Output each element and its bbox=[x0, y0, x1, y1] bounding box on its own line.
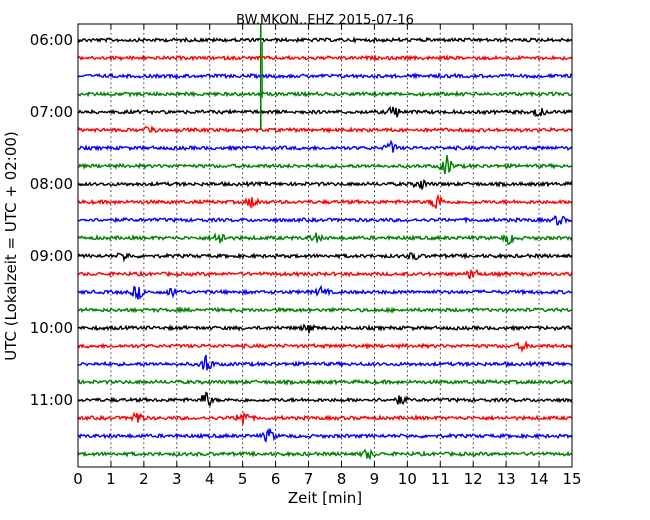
seismic-traces bbox=[77, 24, 573, 461]
seismic-trace-0930 bbox=[77, 284, 573, 300]
y-tick-label: 06:00 bbox=[30, 31, 73, 49]
x-tick-label: 6 bbox=[271, 470, 281, 488]
x-tick-label: 15 bbox=[562, 470, 581, 488]
seismic-trace-0730 bbox=[78, 139, 573, 153]
grid bbox=[110, 24, 540, 467]
x-tick-label: 1 bbox=[106, 470, 116, 488]
seismic-trace-0715 bbox=[77, 124, 573, 134]
x-tick-label: 2 bbox=[139, 470, 149, 488]
seismic-trace-1030 bbox=[77, 354, 572, 371]
x-tick-label: 5 bbox=[238, 470, 248, 488]
seismic-trace-0845 bbox=[77, 232, 573, 245]
x-tick-label: 0 bbox=[73, 470, 83, 488]
seismic-trace-1115 bbox=[77, 411, 573, 425]
x-tick-label: 9 bbox=[370, 470, 380, 488]
seismic-trace-1100 bbox=[77, 391, 573, 407]
seismic-trace-0600 bbox=[77, 35, 573, 44]
chart-title: BW.MKON..EHZ 2015-07-16 bbox=[236, 13, 414, 28]
x-tick-label: 7 bbox=[304, 470, 314, 488]
x-tick-label: 14 bbox=[530, 470, 549, 488]
plot-frame bbox=[77, 23, 573, 468]
y-tick-label: 11:00 bbox=[30, 391, 73, 409]
seismic-trace-0830 bbox=[77, 215, 573, 226]
seismic-trace-0630 bbox=[77, 72, 573, 80]
x-tick-label: 13 bbox=[497, 470, 516, 488]
seismic-trace-0645 bbox=[77, 90, 573, 98]
x-axis-label: Zeit [min] bbox=[288, 489, 362, 507]
x-tick-label: 11 bbox=[431, 470, 450, 488]
x-tick-label: 10 bbox=[398, 470, 417, 488]
y-tick-label: 10:00 bbox=[30, 319, 73, 337]
x-tick-label: 8 bbox=[337, 470, 347, 488]
axis-ticks: 0 1 2 3 4 5 6 7 8 9 10 11 12 13 14 1506:0007:0008:0009:… bbox=[30, 24, 582, 488]
seismic-trace-1015 bbox=[77, 339, 573, 354]
seismic-trace-0700 bbox=[77, 106, 573, 118]
seismic-trace-0915 bbox=[77, 268, 573, 280]
x-tick-label: 12 bbox=[464, 470, 483, 488]
y-tick-label: 08:00 bbox=[30, 175, 73, 193]
seismic-trace-1000 bbox=[77, 323, 573, 334]
seismic-trace-0815 bbox=[77, 193, 573, 210]
seismic-trace-1130 bbox=[77, 428, 573, 444]
seismic-trace-0900 bbox=[77, 252, 573, 263]
y-axis-label: UTC (Lokalzeit = UTC + 02:00) bbox=[2, 131, 20, 361]
seismic-trace-0800 bbox=[77, 179, 573, 190]
y-tick-label: 07:00 bbox=[30, 103, 73, 121]
x-tick-label: 3 bbox=[172, 470, 182, 488]
seismic-trace-1045 bbox=[77, 378, 573, 386]
seismic-trace-1145 bbox=[77, 448, 573, 461]
seismic-trace-0945 bbox=[77, 305, 572, 314]
x-tick-label: 4 bbox=[205, 470, 215, 488]
y-tick-label: 09:00 bbox=[30, 247, 73, 265]
seismic-trace-0745 bbox=[77, 155, 573, 175]
seismic-trace-0615 bbox=[77, 53, 573, 62]
